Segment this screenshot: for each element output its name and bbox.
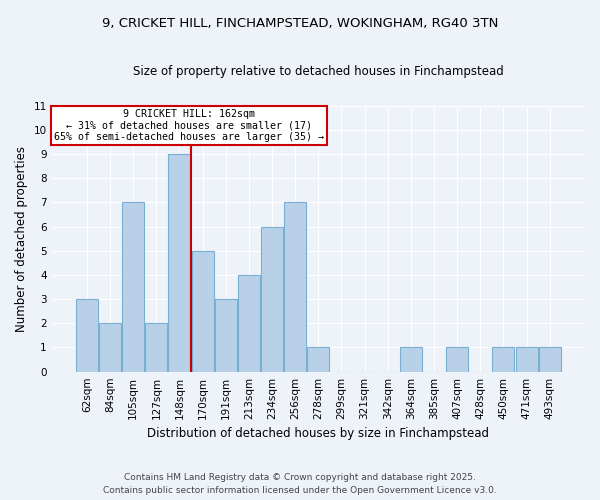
Bar [238,275,260,372]
Bar [76,299,98,372]
Bar [191,250,214,372]
Y-axis label: Number of detached properties: Number of detached properties [15,146,28,332]
Bar [400,348,422,372]
Bar [539,348,561,372]
Bar [493,348,514,372]
X-axis label: Distribution of detached houses by size in Finchampstead: Distribution of detached houses by size … [148,427,490,440]
Bar [145,324,167,372]
Bar [169,154,190,372]
Bar [122,202,144,372]
Bar [261,226,283,372]
Bar [99,324,121,372]
Title: Size of property relative to detached houses in Finchampstead: Size of property relative to detached ho… [133,65,504,78]
Bar [215,299,237,372]
Bar [515,348,538,372]
Text: 9 CRICKET HILL: 162sqm
← 31% of detached houses are smaller (17)
65% of semi-det: 9 CRICKET HILL: 162sqm ← 31% of detached… [54,109,324,142]
Bar [284,202,306,372]
Text: 9, CRICKET HILL, FINCHAMPSTEAD, WOKINGHAM, RG40 3TN: 9, CRICKET HILL, FINCHAMPSTEAD, WOKINGHA… [102,18,498,30]
Text: Contains HM Land Registry data © Crown copyright and database right 2025.
Contai: Contains HM Land Registry data © Crown c… [103,474,497,495]
Bar [307,348,329,372]
Bar [446,348,468,372]
